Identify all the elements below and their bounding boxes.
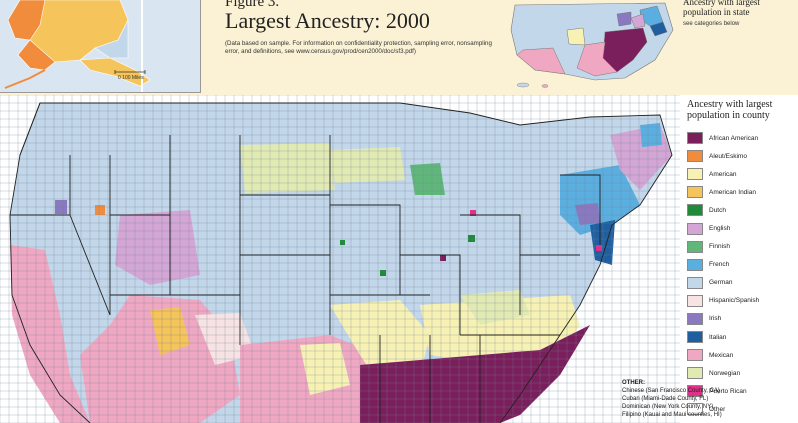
legend-label: Other	[709, 405, 726, 413]
legend-label: Norwegian	[709, 369, 741, 377]
county-legend-title: Ancestry with largest population in coun…	[687, 99, 773, 121]
legend-item: Puerto Rican	[687, 382, 759, 400]
legend-label: English	[709, 225, 731, 233]
other-notes: OTHER: Chinese (San Francisco County, CA…	[622, 379, 797, 419]
state-legend-note: see categories below	[683, 21, 740, 27]
legend-swatch	[687, 168, 703, 181]
legend-item: Irish	[687, 310, 759, 328]
county-legend-items: African American Aleut/Eskimo American Amer…	[687, 129, 759, 419]
legend-item: Other	[687, 400, 759, 418]
legend-item: African American	[687, 129, 759, 147]
legend-swatch	[687, 367, 703, 380]
legend-swatch	[687, 204, 703, 217]
legend-item: Italian	[687, 328, 759, 346]
legend-swatch	[687, 150, 703, 163]
legend-item: French	[687, 256, 759, 274]
legend-label: Mexican	[709, 351, 734, 359]
legend-item: American	[687, 165, 759, 183]
other-line: Dominican (New York County, NY)	[622, 404, 714, 410]
legend-swatch	[687, 385, 703, 398]
legend-label: American	[709, 170, 737, 178]
data-note: (Data based on sample. For information o…	[225, 40, 492, 55]
county-legend: Ancestry with largest population in coun…	[680, 95, 798, 423]
legend-item: Finnish	[687, 238, 759, 256]
legend-swatch	[687, 240, 703, 253]
legend-label: Dutch	[709, 206, 726, 214]
legend-label: Italian	[709, 333, 727, 341]
legend-swatch	[687, 186, 703, 199]
other-title: OTHER:	[622, 380, 645, 386]
other-line: Chinese (San Francisco County, CA)	[622, 388, 720, 394]
legend-label: American Indian	[709, 188, 756, 196]
legend-label: Puerto Rican	[709, 387, 747, 395]
legend-swatch	[687, 258, 703, 271]
legend-label: Hispanic/Spanish	[709, 297, 760, 305]
legend-item: Dutch	[687, 201, 759, 219]
legend-swatch	[687, 349, 703, 362]
state-legend-title: Ancestry with largest population in stat…	[683, 0, 760, 17]
state-map-graphic	[510, 2, 674, 88]
legend-label: African American	[709, 134, 759, 142]
legend-swatch	[687, 312, 703, 325]
legend-label: Aleut/Eskimo	[709, 152, 747, 160]
legend-swatch	[687, 222, 703, 235]
legend-item: Aleut/Eskimo	[687, 147, 759, 165]
legend-label: Finnish	[709, 243, 730, 251]
legend-swatch	[687, 403, 703, 416]
us-county-map-graphic	[0, 95, 680, 423]
other-line: Cuban (Miami-Dade County, FL)	[622, 396, 709, 402]
other-line: Filipino (Kauai and Maui counties, HI)	[622, 412, 722, 418]
county-map	[0, 95, 680, 423]
figure-label: Figure 3.	[225, 0, 280, 10]
legend-label: French	[709, 261, 730, 269]
legend-label: German	[709, 279, 733, 287]
legend-item: American Indian	[687, 183, 759, 201]
legend-swatch	[687, 294, 703, 307]
legend-swatch	[687, 132, 703, 145]
legend-swatch	[687, 331, 703, 344]
legend-swatch	[687, 276, 703, 289]
legend-item: Hispanic/Spanish	[687, 292, 759, 310]
legend-item: English	[687, 219, 759, 237]
alaska-scale-label: 0 100 Miles	[118, 75, 144, 81]
alaska-map-graphic	[0, 0, 200, 92]
legend-label: Irish	[709, 315, 722, 323]
page-title: Largest Ancestry: 2000	[225, 8, 430, 33]
legend-item: German	[687, 274, 759, 292]
legend-item: Norwegian	[687, 364, 759, 382]
legend-item: Mexican	[687, 346, 759, 364]
alaska-inset-map	[0, 0, 201, 93]
state-inset-map	[505, 0, 680, 92]
